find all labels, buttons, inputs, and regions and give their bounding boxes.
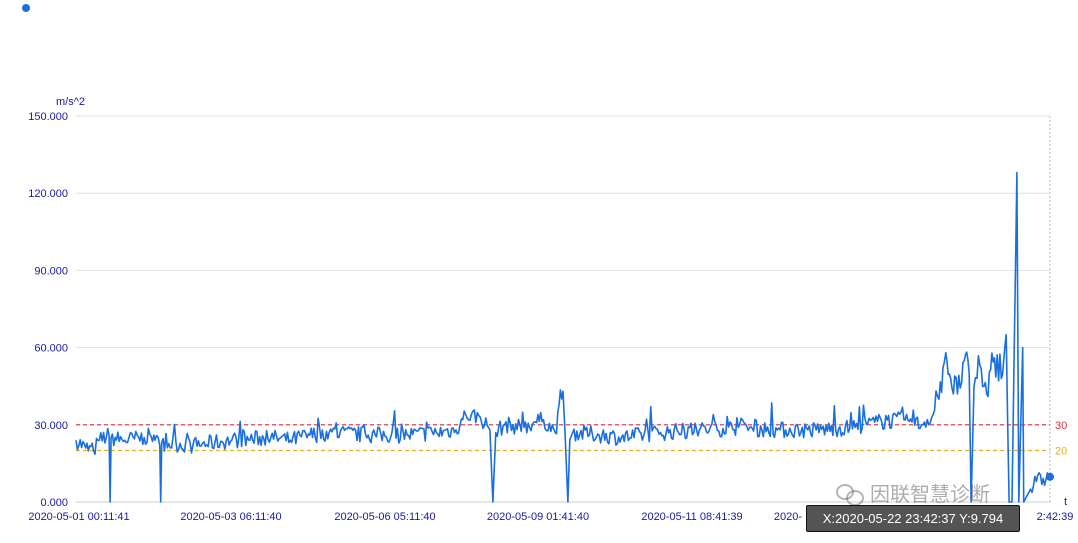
x-tick-label: 2020-05-11 08:41:39	[641, 511, 742, 523]
watermark-text: 因联智慧诊断	[870, 482, 990, 506]
y-tick-label: 30.000	[34, 420, 68, 432]
y-tick-label: 120.000	[28, 188, 68, 200]
series-group	[75, 171, 1054, 503]
wechat-icon	[836, 482, 864, 506]
y-tick-label: 150.000	[28, 111, 68, 123]
watermark: 因联智慧诊断	[836, 478, 990, 507]
x-tick-label: 2020-05-09 01:41:40	[487, 511, 589, 523]
threshold-lines: 30 20	[76, 420, 1067, 458]
x-tick-label: 2:42:39	[1037, 511, 1074, 523]
x-tick-label: 2020-05-01 00:11:41	[28, 511, 129, 523]
x-axis-label: t	[1064, 496, 1067, 508]
tooltip: X:2020-05-22 23:42:37 Y:9.794	[806, 505, 1020, 532]
x-tick-label: 2020-05-03 06:11:40	[180, 511, 281, 523]
x-tick-label: 2020-05-06 05:11:40	[334, 511, 435, 523]
threshold-label: 20	[1055, 446, 1067, 458]
last-point-marker	[1046, 472, 1054, 481]
series-line	[75, 171, 1051, 503]
x-axis: 2020-05-01 00:11:41 2020-05-03 06:11:40 20…	[28, 511, 1073, 523]
legend[interactable]	[22, 4, 38, 12]
y-axis: 0.000 30.000 60.000 90.000 120.000 150.000	[28, 111, 68, 509]
y-tick-label: 90.000	[34, 265, 68, 277]
grid-lines	[76, 115, 1051, 503]
x-tick-label: 2020-	[774, 511, 802, 523]
y-tick-label: 0.000	[40, 497, 68, 509]
legend-series-marker	[22, 4, 30, 12]
threshold-label: 30	[1055, 420, 1067, 432]
y-tick-label: 60.000	[34, 343, 68, 355]
y-axis-label: m/s^2	[56, 96, 85, 108]
